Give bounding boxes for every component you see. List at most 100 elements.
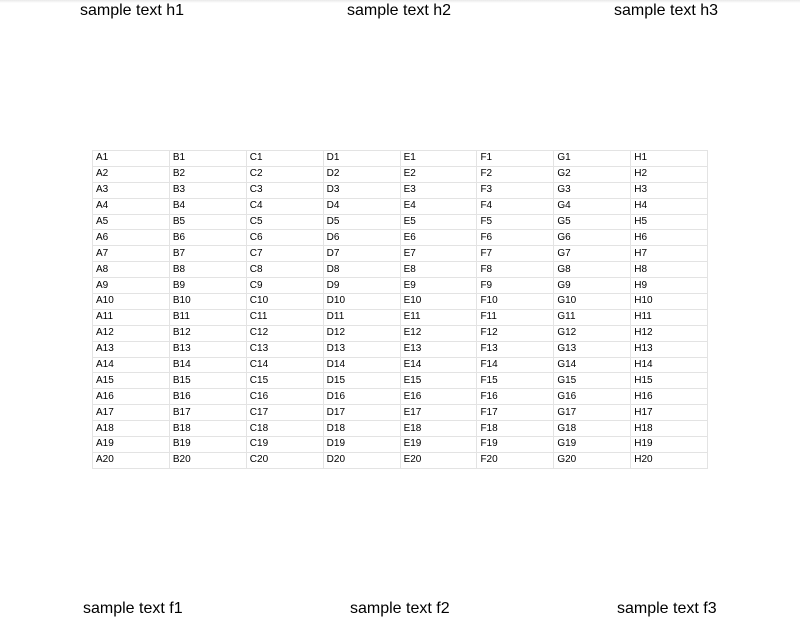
table-cell: E18 [399,420,478,438]
table-cell: E9 [399,277,478,295]
table-cell: A13 [92,340,170,358]
table-cell: E20 [399,451,478,469]
table-cell: A3 [92,181,170,199]
table-cell: F6 [476,229,555,247]
table-cell: F2 [476,165,555,183]
table-row: A16 B16 C16 D16 E16 F16 G16 H16 [92,388,709,406]
data-table-body: A1 B1 C1 D1 E1 F1 G1 H1 A2 B2 C2 D2 E2 F2 G2 H2 A3 B3 C3 D3… [92,150,709,469]
table-cell: B20 [168,451,247,469]
table-cell: C19 [245,436,324,453]
table-cell: E6 [399,229,478,247]
table-cell: G17 [553,404,632,422]
table-cell: A7 [92,245,170,263]
table-cell: D9 [322,277,401,295]
table-cell: G16 [553,388,632,406]
table-cell: C12 [245,324,324,342]
table-cell: C7 [245,245,324,263]
data-table: A1 B1 C1 D1 E1 F1 G1 H1 A2 B2 C2 D2 E2 F2 G2 H2 A3 B3 C3 D3… [92,150,709,469]
table-cell: G12 [553,324,632,342]
table-cell: B19 [168,436,247,453]
table-cell: F14 [476,356,555,374]
table-cell: F7 [476,245,555,263]
table-cell: D6 [322,229,401,247]
table-cell: B5 [168,213,247,231]
table-cell: D3 [322,181,401,199]
table-cell: E10 [399,293,478,310]
table-cell: B13 [168,340,247,358]
table-cell: A6 [92,229,170,247]
table-cell: E15 [399,372,478,390]
table-cell: H3 [630,181,709,199]
table-cell: E16 [399,388,478,406]
table-row: A10 B10 C10 D10 E10 F10 G10 H10 [92,293,709,310]
table-cell: G5 [553,213,632,231]
table-row: A19 B19 C19 D19 E19 F19 G19 H19 [92,436,709,453]
table-cell: C10 [245,293,324,310]
table-row: A2 B2 C2 D2 E2 F2 G2 H2 [92,165,709,183]
table-row: A15 B15 C15 D15 E15 F15 G15 H15 [92,372,709,390]
table-cell: F9 [476,277,555,295]
table-cell: B18 [168,420,247,438]
table-cell: A8 [92,261,170,279]
table-cell: D17 [322,404,401,422]
table-cell: A19 [92,436,170,453]
table-cell: F10 [476,293,555,310]
table-cell: H2 [630,165,709,183]
table-cell: C16 [245,388,324,406]
table-cell: C5 [245,213,324,231]
table-cell: D5 [322,213,401,231]
table-cell: G18 [553,420,632,438]
table-cell: C15 [245,372,324,390]
table-cell: A10 [92,293,170,310]
table-cell: E19 [399,436,478,453]
table-cell: D14 [322,356,401,374]
table-row: A8 B8 C8 D8 E8 F8 G8 H8 [92,261,709,279]
table-cell: G1 [553,150,632,167]
table-cell: D7 [322,245,401,263]
table-cell: D10 [322,293,401,310]
table-cell: E7 [399,245,478,263]
table-row: A20 B20 C20 D20 E20 F20 G20 H20 [92,451,709,469]
table-cell: A14 [92,356,170,374]
table-cell: B15 [168,372,247,390]
table-cell: B10 [168,293,247,310]
table-cell: A12 [92,324,170,342]
table-cell: E3 [399,181,478,199]
table-cell: B6 [168,229,247,247]
table-cell: F15 [476,372,555,390]
table-cell: G14 [553,356,632,374]
table-cell: B12 [168,324,247,342]
header-center-text: sample text h2 [347,2,452,19]
table-cell: D2 [322,165,401,183]
table-row: A5 B5 C5 D5 E5 F5 G5 H5 [92,213,709,231]
table-cell: F3 [476,181,555,199]
table-cell: C8 [245,261,324,279]
table-cell: C14 [245,356,324,374]
table-cell: H8 [630,261,709,279]
table-cell: A17 [92,404,170,422]
table-cell: F1 [476,150,555,167]
table-row: A17 B17 C17 D17 E17 F17 G17 H17 [92,404,709,422]
table-cell: H5 [630,213,709,231]
table-cell: E1 [399,150,478,167]
table-cell: A4 [92,197,170,215]
table-cell: C17 [245,404,324,422]
table-cell: G10 [553,293,632,310]
table-cell: E12 [399,324,478,342]
table-cell: G13 [553,340,632,358]
table-cell: H9 [630,277,709,295]
table-cell: D13 [322,340,401,358]
footer-left-text: sample text f1 [83,600,183,617]
table-cell: H4 [630,197,709,215]
table-cell: D8 [322,261,401,279]
table-cell: A20 [92,451,170,469]
table-row: A3 B3 C3 D3 E3 F3 G3 H3 [92,181,709,199]
table-row: A18 B18 C18 D18 E18 F18 G18 H18 [92,420,709,438]
table-cell: G2 [553,165,632,183]
table-cell: F5 [476,213,555,231]
table-cell: A18 [92,420,170,438]
table-cell: E2 [399,165,478,183]
table-cell: C6 [245,229,324,247]
table-cell: F4 [476,197,555,215]
table-cell: B1 [168,150,247,167]
